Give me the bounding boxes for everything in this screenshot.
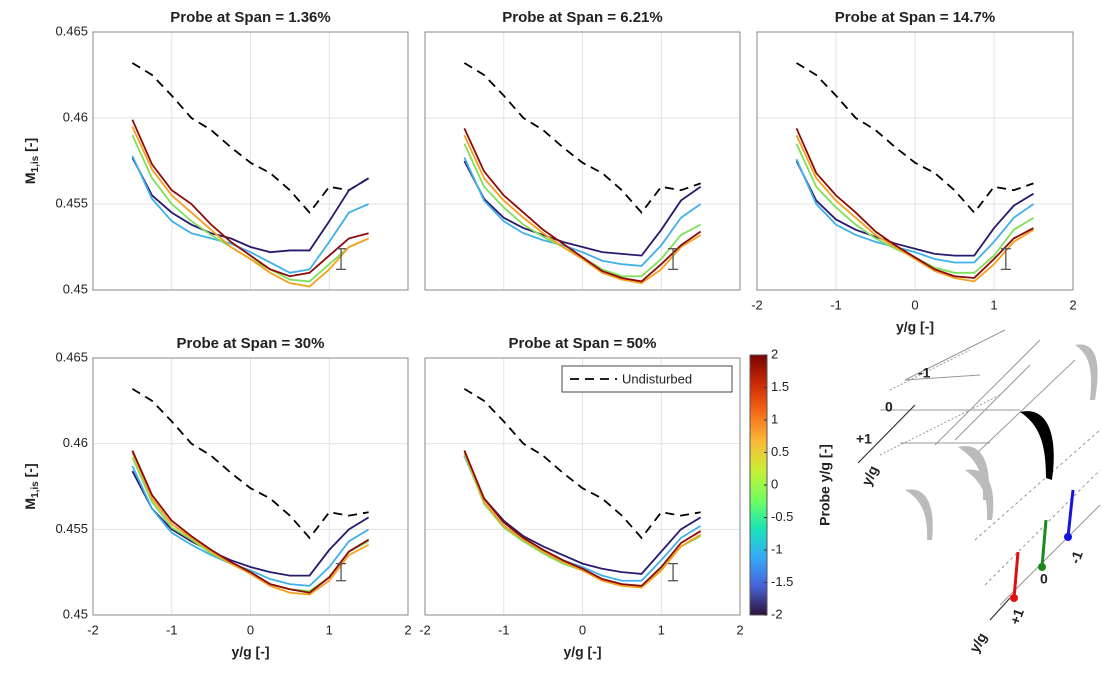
- x-tick-label: -1: [166, 622, 178, 637]
- panel-title: Probe at Span = 1.36%: [170, 9, 330, 26]
- series-line: [463, 451, 702, 589]
- y-axis-label: M1,is [-]: [22, 463, 41, 509]
- x-axis-label: y/g [-]: [231, 644, 269, 660]
- colorbar-tick-label: 1: [771, 411, 778, 426]
- y-tick-label: 0.45: [63, 281, 88, 296]
- panel-title: Probe at Span = 6.21%: [502, 9, 662, 26]
- diagram-axis-label: y/g: [858, 463, 881, 488]
- y-tick-label: 0.46: [63, 109, 88, 124]
- x-tick-label: -2: [87, 622, 99, 637]
- series-line: [463, 450, 702, 587]
- series-line: [131, 451, 370, 596]
- series-line: [131, 62, 370, 215]
- y-tick-label: 0.45: [63, 606, 88, 621]
- series-line: [463, 134, 702, 285]
- y-axis-label-unit: [-]: [22, 138, 38, 156]
- x-tick-label: -2: [419, 622, 431, 637]
- series-line: [795, 158, 1035, 264]
- legend: Undisturbed: [561, 365, 733, 393]
- panel-title: Probe at Span = 50%: [509, 335, 657, 352]
- colorbar-tick-label: 0: [771, 476, 778, 491]
- series-line: [131, 470, 370, 577]
- series-line: [463, 455, 702, 575]
- axes-frame: [92, 31, 409, 291]
- colorbar-tick-label: 0.5: [771, 444, 789, 459]
- colorbar-tick-label: -1: [771, 541, 783, 556]
- y-axis-label-sub: 1,is: [30, 481, 41, 498]
- series-line: [796, 62, 1034, 215]
- series-line: [131, 465, 370, 587]
- series-line: [131, 119, 369, 278]
- diagram-label: -1: [918, 365, 931, 381]
- y-tick-label: 0.46: [63, 435, 88, 450]
- series-line: [463, 157, 702, 267]
- series-line: [131, 450, 370, 594]
- x-tick-label: 0: [911, 297, 918, 312]
- error-bar: [336, 248, 347, 271]
- x-tick-label: -1: [830, 297, 842, 312]
- x-tick-label: 0: [579, 622, 586, 637]
- error-bar: [1000, 248, 1011, 271]
- colorbar-tick-label: -2: [771, 606, 783, 621]
- series-line: [795, 127, 1034, 279]
- colorbar-tick-label: -1.5: [771, 574, 793, 589]
- error-bar: [336, 562, 347, 582]
- series-line: [131, 157, 370, 254]
- series-line: [463, 388, 701, 540]
- error-bar: [668, 248, 679, 271]
- y-axis-label-main: M: [22, 172, 38, 184]
- x-tick-label: 2: [1069, 297, 1076, 312]
- x-tick-label: 1: [326, 622, 333, 637]
- x-tick-label: 0: [247, 622, 254, 637]
- series-line: [131, 126, 369, 288]
- x-tick-label: -2: [751, 297, 763, 312]
- series-line: [463, 160, 702, 257]
- y-axis-label-main: M: [22, 498, 38, 510]
- y-tick-label: 0.455: [55, 521, 88, 536]
- colorbar-tick-label: 1.5: [771, 379, 789, 394]
- series-line: [463, 127, 702, 283]
- series-line: [795, 134, 1034, 283]
- panel-title: Probe at Span = 30%: [177, 335, 325, 352]
- axes-frame: [756, 31, 1074, 291]
- axes-frame: [424, 357, 741, 616]
- axes-frame: [92, 357, 409, 616]
- diagram-label: 0: [1040, 571, 1048, 587]
- y-axis-label: M1,is [-]: [22, 138, 41, 184]
- series-line: [131, 155, 369, 274]
- diagram-axis-label: y/g: [966, 630, 990, 656]
- x-tick-label: 1: [990, 297, 997, 312]
- y-tick-label: 0.465: [55, 349, 88, 364]
- y-tick-label: 0.465: [55, 23, 88, 38]
- probe-diagram: -1 0 +1 y/g -1 0 +1 y/g: [856, 329, 1101, 656]
- diagram-label: 0: [885, 399, 893, 415]
- panel-title: Probe at Span = 14.7%: [835, 9, 995, 26]
- legend-label: Undisturbed: [622, 371, 692, 386]
- axes-frame: [424, 31, 741, 291]
- x-axis-label: y/g [-]: [563, 644, 601, 660]
- y-tick-label: 0.455: [55, 195, 88, 210]
- error-bar: [668, 562, 679, 582]
- series-line: [463, 62, 701, 215]
- x-axis-label: y/g [-]: [896, 319, 934, 335]
- y-axis-label-sub: 1,is: [30, 155, 41, 172]
- diagram-label: +1: [856, 431, 872, 447]
- colorbar-tick-label: -0.5: [771, 509, 793, 524]
- diagram-label: +1: [1007, 606, 1028, 627]
- x-tick-label: -1: [498, 622, 510, 637]
- diagram-label: -1: [1067, 548, 1086, 565]
- colorbar-label: Probe y/g [-]: [817, 444, 833, 526]
- y-axis-label-unit: [-]: [22, 463, 38, 481]
- series-line: [795, 160, 1034, 257]
- x-tick-label: 1: [658, 622, 665, 637]
- x-tick-label: 2: [736, 622, 743, 637]
- colorbar-tick-label: 2: [771, 346, 778, 361]
- x-tick-label: 2: [404, 622, 411, 637]
- series-line: [131, 388, 369, 540]
